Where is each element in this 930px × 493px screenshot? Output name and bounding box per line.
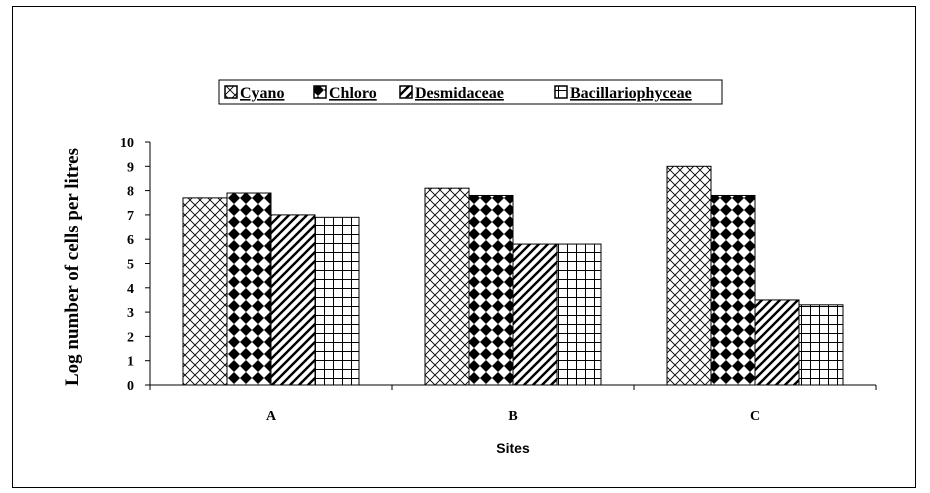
x-tick-label: A <box>266 409 277 424</box>
bar-cyano-b <box>424 187 470 386</box>
bar-cyano-c <box>666 165 712 386</box>
x-tick-label: B <box>508 409 517 424</box>
y-axis-title: Log number of cells per litres <box>62 148 83 386</box>
bar-chloro-c <box>710 194 756 386</box>
y-tick-label: 4 <box>127 282 134 297</box>
y-tick-label: 2 <box>127 330 134 345</box>
bar-bacillariophyceae-c <box>798 304 844 386</box>
bar-chloro-b <box>468 194 514 386</box>
legend-swatch-chloro <box>313 85 327 99</box>
bar-desmidaceae-a <box>270 214 316 386</box>
y-tick-label: 9 <box>127 160 134 175</box>
legend-label-chloro: Chloro <box>329 85 377 102</box>
bar-chloro-a <box>226 192 272 386</box>
legend-label-bacillariophyceae: Bacillariophyceae <box>570 85 692 102</box>
legend-swatch-cyano <box>224 85 238 99</box>
legend-label-cyano: Cyano <box>240 85 284 102</box>
y-tick-label: 3 <box>127 306 134 321</box>
legend-label-desmidaceae: Desmidaceae <box>415 85 504 102</box>
bar-bacillariophyceae-a <box>314 216 360 386</box>
legend-box <box>218 79 723 105</box>
y-tick-label: 6 <box>127 233 134 248</box>
bar-cyano-a <box>182 197 228 386</box>
legend-swatch-desmidaceae <box>399 85 413 99</box>
y-tick-label: 8 <box>127 185 134 200</box>
x-tick-label: C <box>750 409 760 424</box>
y-tick-label: 1 <box>127 355 134 370</box>
legend: Cyano Chloro Desmidaceae Bacillariophyceae <box>218 79 723 105</box>
bar-bacillariophyceae-b <box>556 243 602 386</box>
bar-desmidaceae-b <box>512 243 558 386</box>
legend-swatch-bacillariophyceae <box>554 85 568 99</box>
y-tick-label: 7 <box>127 209 134 224</box>
bar-desmidaceae-c <box>754 299 800 386</box>
y-tick-label: 5 <box>127 258 134 273</box>
y-tick-label: 10 <box>120 136 134 151</box>
x-axis-title: Sites <box>496 440 530 456</box>
y-tick-label: 0 <box>127 379 134 394</box>
